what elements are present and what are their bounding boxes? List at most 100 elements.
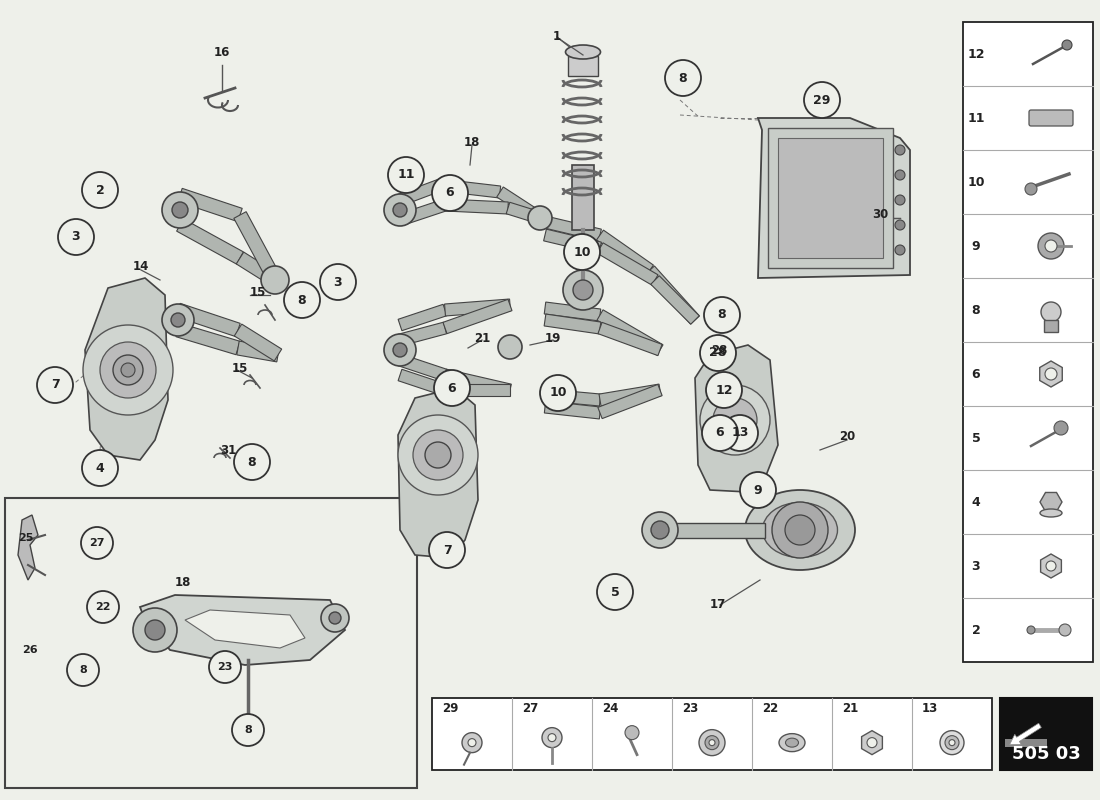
Polygon shape	[398, 370, 447, 396]
Polygon shape	[398, 388, 478, 558]
Polygon shape	[444, 199, 508, 214]
Circle shape	[710, 740, 715, 746]
Text: 15: 15	[250, 286, 266, 299]
Polygon shape	[758, 118, 910, 278]
Text: 6: 6	[716, 426, 724, 439]
Circle shape	[1045, 368, 1057, 380]
Polygon shape	[236, 252, 278, 286]
Text: 15: 15	[232, 362, 249, 374]
Circle shape	[412, 430, 463, 480]
Text: 5: 5	[610, 586, 619, 598]
Text: 12: 12	[967, 47, 984, 61]
Polygon shape	[176, 303, 240, 337]
Text: 9: 9	[754, 483, 762, 497]
Polygon shape	[236, 341, 279, 362]
Text: 22: 22	[96, 602, 111, 612]
Circle shape	[209, 651, 241, 683]
Polygon shape	[544, 302, 601, 321]
Circle shape	[87, 591, 119, 623]
Circle shape	[82, 325, 173, 415]
Text: 21: 21	[474, 331, 491, 345]
Text: 11: 11	[967, 111, 984, 125]
Circle shape	[67, 654, 99, 686]
Bar	[1044, 320, 1058, 332]
Circle shape	[700, 335, 736, 371]
Circle shape	[432, 175, 468, 211]
Text: 27: 27	[89, 538, 104, 548]
Circle shape	[528, 206, 552, 230]
Bar	[778, 138, 883, 258]
Circle shape	[895, 145, 905, 155]
Polygon shape	[651, 276, 700, 324]
Text: 20: 20	[839, 430, 855, 443]
FancyArrow shape	[1010, 723, 1042, 745]
Circle shape	[651, 521, 669, 539]
Circle shape	[949, 740, 955, 746]
Polygon shape	[85, 278, 168, 460]
Polygon shape	[596, 230, 653, 275]
Circle shape	[1045, 240, 1057, 252]
Circle shape	[388, 157, 424, 193]
Polygon shape	[497, 187, 543, 223]
Circle shape	[393, 343, 407, 357]
Text: 3: 3	[971, 559, 980, 573]
Circle shape	[468, 738, 476, 746]
Circle shape	[867, 738, 877, 748]
Circle shape	[772, 502, 828, 558]
Polygon shape	[234, 212, 282, 283]
Circle shape	[462, 733, 482, 753]
Circle shape	[100, 342, 156, 398]
Text: 18: 18	[175, 577, 191, 590]
Circle shape	[234, 444, 270, 480]
Circle shape	[434, 370, 470, 406]
Circle shape	[597, 574, 632, 610]
Polygon shape	[598, 384, 662, 418]
Circle shape	[1038, 233, 1064, 259]
Circle shape	[162, 304, 194, 336]
Text: 8: 8	[79, 665, 87, 675]
Polygon shape	[1040, 361, 1063, 387]
Circle shape	[133, 608, 177, 652]
Circle shape	[573, 280, 593, 300]
Polygon shape	[695, 345, 778, 492]
Polygon shape	[398, 354, 447, 381]
Circle shape	[1041, 302, 1062, 322]
Text: 3: 3	[72, 230, 80, 243]
Circle shape	[58, 219, 94, 255]
Polygon shape	[234, 324, 282, 361]
Text: 13: 13	[922, 702, 938, 715]
Bar	[432, 698, 992, 770]
Circle shape	[564, 234, 600, 270]
Circle shape	[320, 264, 356, 300]
Circle shape	[37, 367, 73, 403]
Bar	[6, 498, 417, 788]
Circle shape	[740, 472, 776, 508]
Bar	[768, 128, 893, 268]
Polygon shape	[177, 219, 243, 264]
Circle shape	[162, 192, 198, 228]
Text: 6: 6	[448, 382, 456, 394]
Text: 8: 8	[717, 309, 726, 322]
Text: 12: 12	[715, 383, 733, 397]
Circle shape	[698, 730, 725, 756]
Text: 1: 1	[553, 30, 561, 43]
Circle shape	[895, 245, 905, 255]
Bar	[962, 22, 1093, 662]
Polygon shape	[439, 179, 500, 198]
Circle shape	[170, 313, 185, 327]
Circle shape	[705, 736, 719, 750]
Text: 21: 21	[842, 702, 858, 715]
Polygon shape	[398, 199, 447, 226]
Polygon shape	[443, 299, 512, 334]
Circle shape	[284, 282, 320, 318]
Polygon shape	[443, 369, 512, 396]
Circle shape	[82, 172, 118, 208]
Text: 18: 18	[464, 135, 481, 149]
Circle shape	[393, 203, 407, 217]
Text: 7: 7	[442, 543, 451, 557]
Circle shape	[1027, 626, 1035, 634]
Text: 11: 11	[397, 169, 415, 182]
Text: 6: 6	[971, 367, 980, 381]
Circle shape	[945, 736, 959, 750]
Polygon shape	[398, 322, 447, 346]
